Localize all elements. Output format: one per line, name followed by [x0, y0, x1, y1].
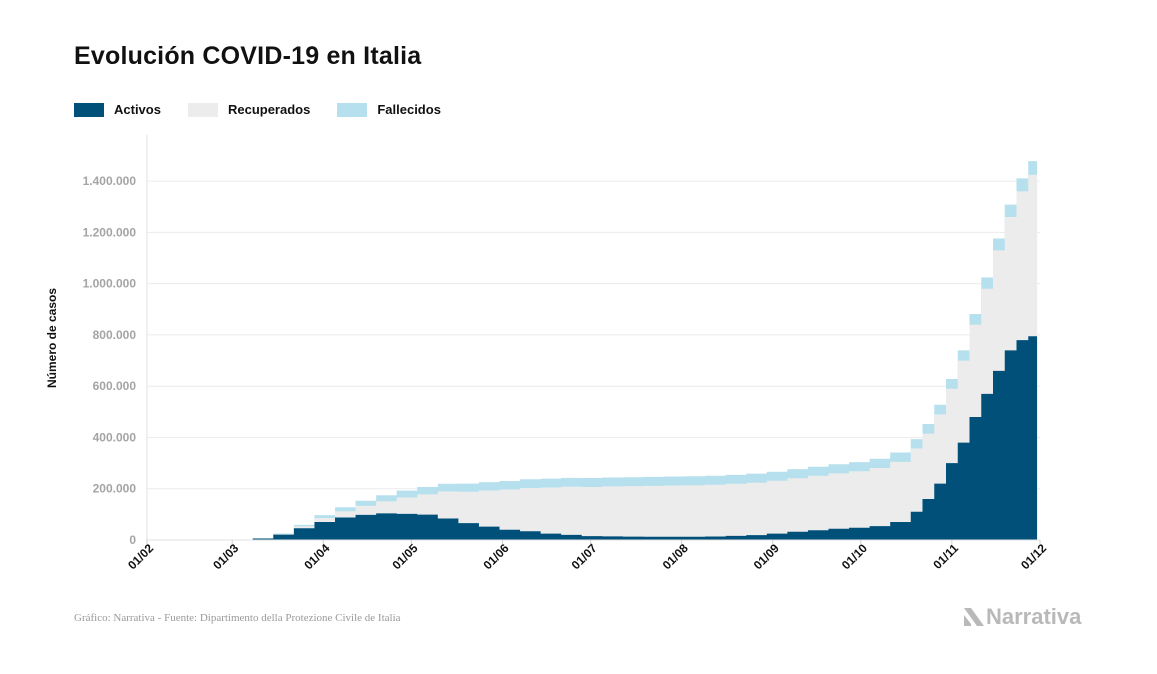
narrativa-logo-icon [964, 608, 984, 626]
y-tick-label: 800.000 [93, 328, 137, 342]
legend-swatch-activos [74, 102, 104, 117]
legend-label-recuperados: Recuperados [227, 102, 311, 117]
legend-item-fallecidos: Fallecidos [337, 102, 441, 117]
legend-swatch-fallecidos [337, 102, 368, 117]
x-tick-label: 01/04 [301, 541, 332, 572]
y-tick-label: 1.000.000 [83, 277, 137, 291]
legend-swatch-recuperados [187, 102, 218, 117]
y-tick-label: 600.000 [93, 379, 137, 393]
x-tick-label: 01/06 [480, 541, 511, 572]
narrativa-logo: Narrativa [963, 604, 1081, 630]
source-note: Gráfico: Narrativa - Fuente: Dipartiment… [74, 612, 401, 624]
y-tick-label: 1.200.000 [83, 225, 137, 239]
x-tick-label: 01/07 [569, 541, 600, 572]
legend-item-activos: Activos [74, 102, 161, 117]
x-tick-label: 01/11 [930, 541, 961, 572]
y-tick-label: 0 [129, 533, 136, 547]
legend: Activos Recuperados Fallecidos [74, 102, 468, 117]
x-tick-label: 01/03 [210, 541, 241, 572]
x-tick-label: 01/12 [1018, 541, 1049, 572]
area-activos [214, 336, 1038, 540]
legend-item-recuperados: Recuperados [187, 102, 311, 117]
x-tick-label: 01/09 [751, 541, 782, 572]
y-tick-label: 400.000 [93, 430, 137, 444]
narrativa-logo-text: Narrativa [986, 604, 1082, 629]
legend-label-fallecidos: Fallecidos [377, 102, 441, 117]
x-tick-label: 01/10 [839, 541, 870, 572]
x-tick-label: 01/08 [660, 541, 691, 572]
legend-label-activos: Activos [114, 102, 161, 117]
y-tick-label: 1.400.000 [83, 174, 137, 188]
x-tick-label: 01/05 [389, 541, 420, 572]
y-tick-label: 200.000 [93, 482, 137, 496]
chart-title: Evolución COVID-19 en Italia [74, 42, 422, 70]
